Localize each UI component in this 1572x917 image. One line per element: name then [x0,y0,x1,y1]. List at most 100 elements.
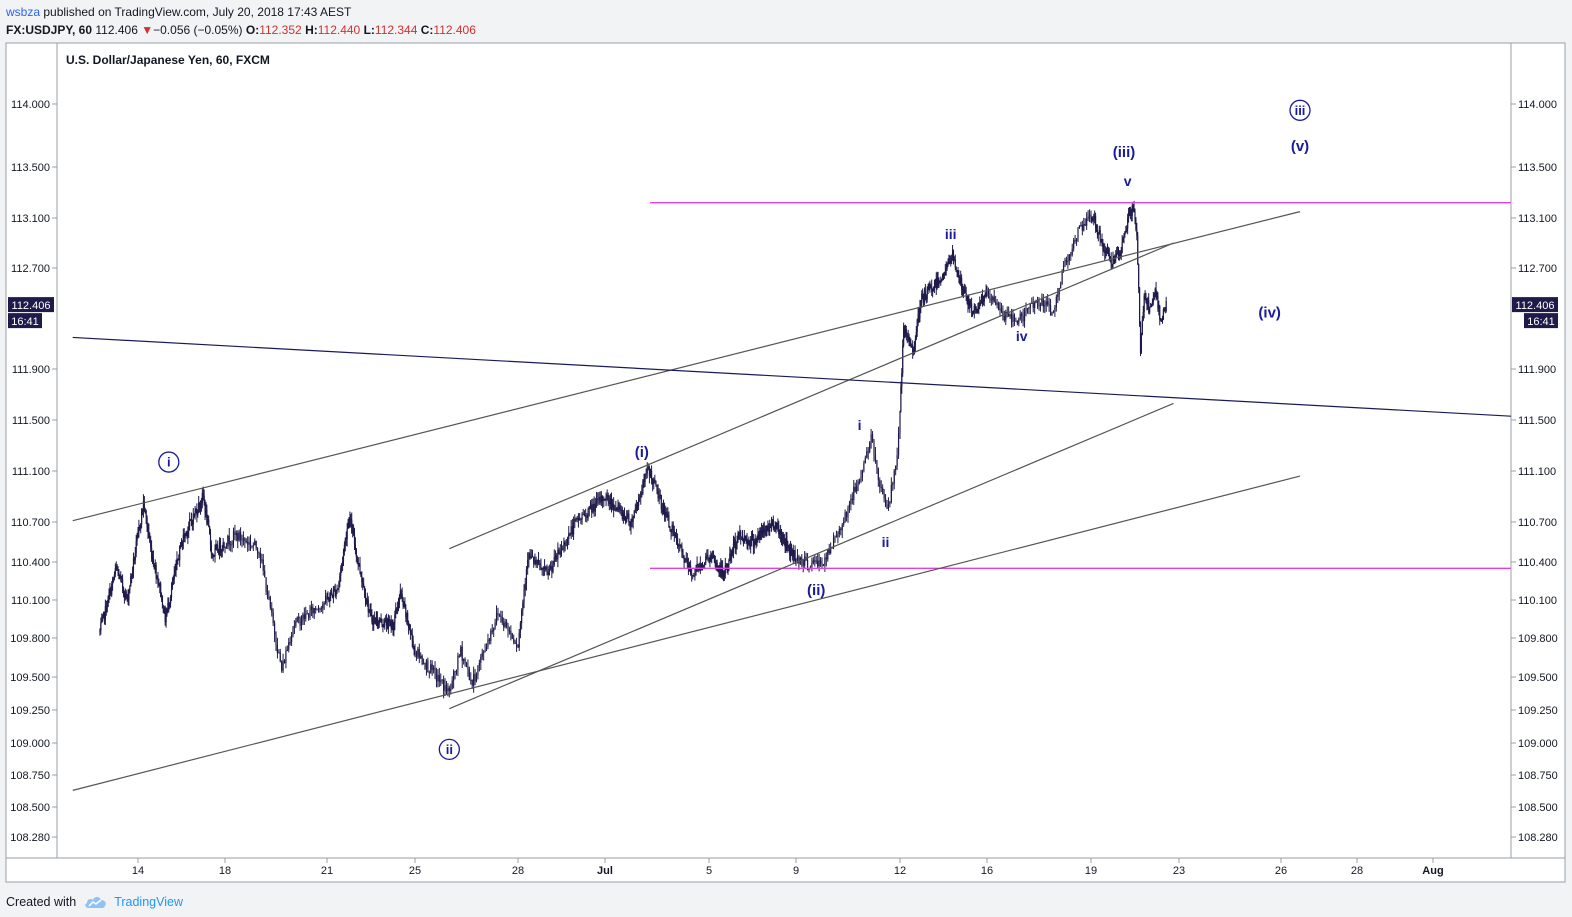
candle-body [765,531,767,533]
candle-body [239,531,242,540]
candle-body [251,545,253,547]
candle-body [317,608,320,610]
candle-body [315,608,317,610]
candle-body [283,660,286,664]
candle-body [160,595,163,597]
candle-body [655,480,657,485]
candle-body [307,613,310,618]
candle-body [1067,260,1069,263]
candle-body [992,296,994,301]
trendline[interactable] [449,402,1174,710]
candle-body [705,556,707,563]
trendlines[interactable] [72,211,1512,791]
candle-body [812,560,814,564]
candle-body [1093,218,1095,220]
horizontal-levels[interactable] [650,202,1511,569]
candle-body [958,276,960,278]
candle-body [1005,311,1007,321]
y-tick-left: 110.400 [11,557,50,569]
candle-body [1028,307,1030,309]
candle-body [908,336,910,344]
descending-trendline[interactable] [72,336,1512,417]
candle-body [926,288,928,300]
trendline[interactable] [72,475,1301,791]
candle-body [348,520,350,522]
candle-body [997,303,1000,310]
candle-body [119,575,121,579]
candle-body [754,540,756,544]
candle-body [624,516,627,522]
candle-body [916,319,918,333]
time-axis[interactable] [5,857,1566,883]
candle-body [1026,308,1029,310]
candle-body [123,592,126,598]
candle-body [1157,296,1159,309]
candle-body [1148,300,1150,313]
candle-body [1153,294,1155,300]
candle-body [196,510,198,516]
wave-label-text: iii [945,226,957,242]
x-tick: 25 [409,865,421,877]
candle-body [264,570,266,578]
candle-body [354,544,357,550]
candle-body [762,529,764,534]
candle-body [954,259,956,268]
candle-body [213,555,215,557]
candle-body [716,562,718,567]
plot-area[interactable] [56,42,1512,859]
right-axis[interactable] [1510,42,1566,859]
candle-body [212,554,214,556]
tradingview-link[interactable]: TradingView [84,895,183,909]
trendline[interactable] [449,242,1174,550]
candle-body [211,553,213,555]
candle-body [925,299,927,301]
candle-body [824,557,826,566]
candle-body [1002,311,1004,316]
candle-body [934,279,936,287]
candle-body [174,570,176,574]
candle-body [477,665,479,676]
candle-body [1084,224,1086,226]
candle-body [375,618,378,624]
candle-body [151,557,154,559]
candle-body [566,538,569,546]
candle-body [288,642,290,650]
candle-body [224,546,226,549]
candle-body [943,274,946,276]
candle-body [310,606,313,610]
candle-body [730,553,732,558]
candle-body [147,527,149,532]
trendline[interactable] [72,211,1301,522]
candle-body [165,614,167,623]
candle-body [102,615,104,621]
candle-body [494,622,496,628]
candle-body [183,534,185,538]
candle-body [340,568,342,576]
candle-body [208,525,211,535]
candle-body [857,481,859,486]
left-axis[interactable] [5,42,58,859]
candle-body [255,540,257,549]
candle-body [964,288,966,294]
candle-body [440,680,442,682]
author-link[interactable]: wsbza [6,5,41,19]
candle-body [580,518,582,520]
candle-body [1150,303,1153,307]
candle-body [646,467,648,474]
y-tick-left: 113.100 [11,213,50,225]
y-tick-left: 110.700 [11,517,50,529]
candle-body [1023,311,1026,322]
publish-line: wsbza published on TradingView.com, July… [6,3,476,21]
candle-body [530,556,532,559]
low-label: L: [363,23,375,37]
candle-body [181,541,184,547]
candle-body [503,622,505,627]
candle-body [1118,253,1121,258]
candle-body [518,632,520,648]
chart-title: U.S. Dollar/Japanese Yen, 60, FXCM [66,53,270,67]
candle-body [276,644,279,653]
candle-body [654,479,656,481]
candle-body [480,656,482,663]
candle-body [432,667,435,670]
